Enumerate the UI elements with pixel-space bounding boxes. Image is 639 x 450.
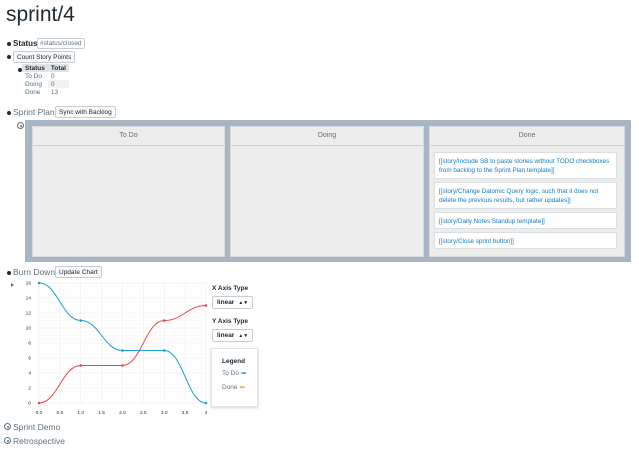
y-tick-label: 10 (26, 326, 32, 332)
table-cell: Done (25, 88, 41, 96)
legend-label: To Do (222, 370, 239, 377)
data-point (37, 281, 41, 285)
y-tick-label: 14 (26, 296, 32, 302)
x-tick-label: 0.5 (57, 410, 64, 416)
story-points-table: Status Total To Do 0 Doing 0 Done 13 (22, 64, 69, 96)
data-point (79, 319, 83, 322)
sprint-plan-label: Sprint Plan (13, 107, 55, 117)
bullet[interactable] (7, 271, 11, 275)
chart-grid (38, 282, 207, 404)
legend-swatch-icon: ••• (239, 385, 245, 391)
x-tick-label: 3.0 (161, 410, 168, 416)
column-title: Done (430, 127, 624, 146)
chart-series (37, 281, 208, 405)
data-point (121, 364, 124, 367)
x-tick-label: 1.5 (98, 410, 105, 416)
page-title: sprint/4 (6, 3, 75, 26)
x-tick-label: 3.5 (182, 410, 189, 416)
y-tick-label: 0 (28, 401, 31, 407)
select-value: linear (217, 332, 235, 339)
x-tick-label: 4 (205, 410, 208, 416)
y-axis-type-label: Y Axis Type (212, 318, 249, 325)
story-card[interactable]: [[story/Daily Notes Standup template]] (434, 212, 617, 229)
table-header: Status (22, 64, 48, 72)
x-tick-label: 0.0 (36, 410, 43, 416)
legend-item-done: Done ••• (222, 384, 245, 391)
kanban-board: To Do Doing Done [[story/Include SB to p… (25, 120, 631, 262)
y-axis-type-select[interactable]: linear ▲▼ (212, 329, 254, 342)
story-card[interactable]: [[story/Include SB to paste stories with… (434, 152, 617, 179)
data-point (204, 304, 208, 307)
y-tick-label: 16 (26, 281, 32, 287)
chart-legend: Legend To Do ••• Done ••• (211, 348, 258, 407)
y-tick-label: 4 (28, 371, 31, 377)
kanban-column-done: Done [[story/Include SB to paste stories… (429, 126, 625, 257)
table-cell: To Do (25, 72, 42, 80)
chart-ticks: 0.0 0.5 1.0 1.5 2.0 2.5 3.0 3.5 4 0 2 4 6 8 10 12 14 16 (26, 281, 208, 416)
x-axis-type-label: X Axis Type (212, 285, 249, 292)
kanban-column-todo: To Do (32, 126, 225, 257)
up-down-icon: ▲▼ (238, 300, 249, 306)
y-tick-label: 2 (28, 386, 31, 392)
story-card[interactable]: [[story/Change Datomic Query logic, such… (434, 182, 617, 209)
x-tick-label: 2.0 (119, 410, 126, 416)
update-chart-button[interactable]: Update Chart (55, 266, 102, 278)
retrospective-label[interactable]: Retrospective (13, 436, 65, 446)
data-point (37, 401, 41, 405)
expand-arrow-icon[interactable] (11, 283, 14, 287)
legend-title: Legend (222, 358, 246, 365)
data-point (162, 319, 166, 322)
table-cell: Doing (25, 80, 42, 88)
collapsed-bullet[interactable] (4, 437, 11, 444)
status-label: Status: (13, 39, 41, 48)
legend-item-todo: To Do ••• (222, 370, 246, 377)
column-title: To Do (33, 127, 224, 146)
legend-label: Done (222, 384, 238, 391)
table-cell: 0 (47, 80, 69, 88)
burn-down-label: Burn Down (13, 267, 56, 277)
column-title: Doing (231, 127, 423, 146)
y-tick-label: 8 (28, 341, 31, 347)
select-value: linear (217, 299, 235, 306)
x-tick-label: 1.0 (77, 410, 84, 416)
collapsed-bullet[interactable] (17, 122, 24, 129)
y-tick-label: 12 (26, 311, 32, 317)
x-tick-label: 2.5 (140, 410, 147, 416)
table-header: Total (47, 64, 69, 72)
sprint-demo-label[interactable]: Sprint Demo (13, 422, 61, 432)
collapsed-bullet[interactable] (4, 423, 11, 430)
bullet[interactable] (18, 68, 22, 72)
data-point (204, 401, 208, 405)
data-point (79, 364, 83, 367)
kanban-column-doing: Doing (230, 126, 424, 257)
up-down-icon: ▲▼ (238, 333, 249, 339)
table-cell: 0 (50, 72, 55, 80)
table-row: Done 13 (22, 88, 69, 96)
burn-down-chart: 0.0 0.5 1.0 1.5 2.0 2.5 3.0 3.5 4 0 2 4 6 8 10 12 14 16 (26, 281, 208, 416)
sync-with-backlog-button[interactable]: Sync with Backlog (55, 106, 116, 118)
table-row: Doing 0 (22, 80, 69, 88)
data-point (121, 349, 124, 352)
x-axis-type-select[interactable]: linear ▲▼ (212, 296, 254, 309)
bullet[interactable] (7, 42, 11, 46)
data-point (162, 349, 166, 352)
bullet[interactable] (7, 111, 11, 115)
table-cell: 13 (50, 88, 59, 96)
table-row: To Do 0 (22, 72, 69, 80)
count-story-points-button[interactable]: Count Story Points (13, 51, 76, 63)
y-tick-label: 6 (28, 356, 31, 362)
status-tag[interactable]: #status/closed (37, 38, 85, 49)
bullet[interactable] (7, 55, 11, 59)
story-card[interactable]: [[story/Close sprint button]] (434, 232, 617, 249)
legend-swatch-icon: ••• (240, 371, 246, 377)
